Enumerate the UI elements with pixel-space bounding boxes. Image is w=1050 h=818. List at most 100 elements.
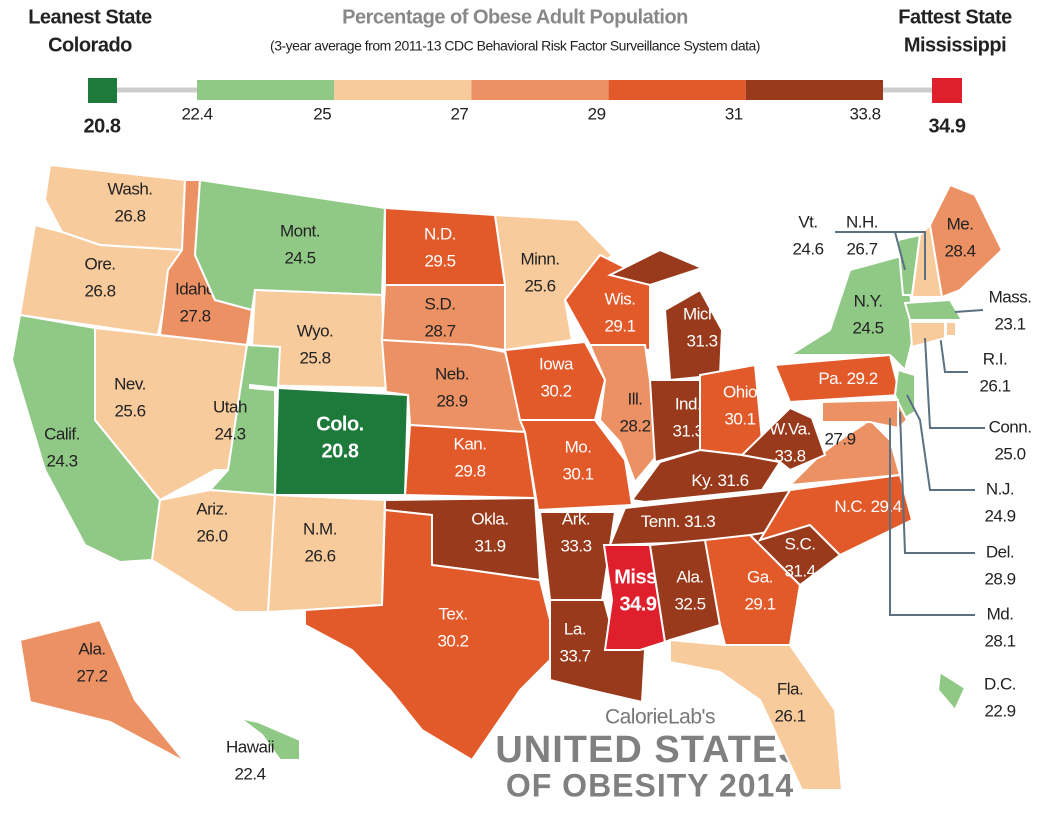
state [945,321,957,337]
legend-bin [745,80,883,100]
state-name: Mass. [989,287,1032,306]
state-name: Iowa [539,354,574,373]
state [757,473,914,557]
state-name: D.C. [984,674,1016,693]
fattest-state: Mississippi [904,34,1006,56]
state-value: 25.0 [994,444,1025,463]
state [94,326,249,502]
state [18,618,186,763]
credit-title: UNITED STATES [495,729,804,771]
legend-break-label: 33.8 [849,104,880,123]
state [936,670,967,712]
state [928,183,1004,299]
state-value: 33.3 [560,536,591,555]
state-value: 26.0 [196,526,227,545]
state-name: Tenn. [641,512,680,531]
state-value: 26.7 [846,239,877,258]
credit-title: OF OBESITY 2014 [506,767,794,803]
state-name: W.Va. [769,419,811,438]
subtitle: (3-year average from 2011-13 CDC Behavio… [270,38,760,54]
state-name: Fla. [777,679,803,698]
state-value: 26.8 [114,206,145,225]
legend-break-label: 29 [588,104,606,123]
state-name: S.D. [424,294,455,313]
state-name: Del. [986,542,1014,561]
state-value: 30.1 [724,409,755,428]
state-name: Ohio [723,382,757,401]
state-value: 24.5 [284,248,315,267]
fattest-label: Fattest State [898,6,1012,28]
state-value: 26.8 [84,281,115,300]
state-name: Md. [987,604,1014,623]
state-value: 29.1 [744,594,775,613]
state-value: 24.3 [46,451,77,470]
state-name: Idaho [175,279,215,298]
state-name: Calif. [44,424,80,443]
state-name: Kan. [454,434,487,453]
state-name: Ariz. [196,499,228,518]
state-value: 28.4 [944,241,975,260]
legend-break-label: 27 [450,104,468,123]
legend-break-label: 25 [313,104,331,123]
state-value: 29.1 [604,316,635,335]
state-name: Ark. [562,509,590,528]
state-name: Colo. [316,413,364,435]
state-label: Tenn. 31.3 [641,512,715,531]
state [739,406,827,472]
state-name: Wyo. [297,321,334,340]
state-value: 31.9 [474,536,505,555]
state-value: 33.8 [774,446,805,465]
leader-line [889,418,975,616]
state-name: Ind. [675,394,701,413]
state [786,253,917,372]
legend-leanest [88,78,117,103]
state-name: N.M. [303,519,337,538]
legend-bin [334,80,472,100]
legend-fattest-value: 34.9 [929,115,966,137]
state-name: N.D. [424,224,456,243]
state-name: Mich. [683,304,721,323]
state-name: N.H. [846,212,878,231]
leader-line [939,334,968,373]
state-name: Nev. [114,374,146,393]
legend-break-label: 31 [725,104,743,123]
state-value: 23.1 [994,314,1025,333]
state-value: 26.1 [774,706,805,725]
legend-leanest-value: 20.8 [84,115,121,137]
state-value: 27.8 [179,306,210,325]
state-value: 26.1 [979,376,1010,395]
state-name: Minn. [520,249,559,268]
legend-fattest [932,78,962,103]
state-value: 22.4 [234,764,265,783]
state-label: Ky. 31.6 [691,471,748,490]
state-name: N.J. [986,479,1014,498]
state [503,340,607,421]
state-value: 24.5 [852,318,883,337]
legend-bin [608,80,746,100]
state-label: N.C. 29.4 [834,497,901,516]
state-name: Ala. [676,567,703,586]
state [588,344,662,484]
state-value: 30.2 [540,381,571,400]
state [549,599,647,704]
state-value: 29.8 [454,461,485,480]
state-value: 24.6 [792,239,823,258]
state [239,717,301,761]
state-value: 33.7 [559,646,590,665]
leader-line [895,231,926,280]
leader-line [906,394,975,491]
legend-bin [471,80,609,100]
state-name: N.Y. [854,291,883,310]
state-value: 28.9 [984,569,1015,588]
state-name: Tex. [438,604,467,623]
state-name: Wash. [107,179,152,198]
state [908,321,946,349]
state [384,206,507,286]
state [648,538,722,644]
state-name: Neb. [435,364,469,383]
state-value: 27.9 [824,429,855,448]
state-value: 25.8 [299,348,330,367]
state-name: N.C. [834,497,866,516]
state-name: Vt. [798,212,817,231]
